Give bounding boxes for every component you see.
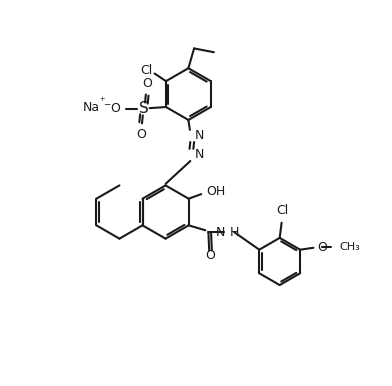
Text: Na: Na — [83, 101, 100, 114]
Text: O: O — [142, 77, 152, 90]
Text: O: O — [205, 249, 216, 262]
Text: S: S — [139, 102, 149, 117]
Text: H: H — [229, 226, 239, 239]
Text: N: N — [194, 149, 204, 161]
Text: OH: OH — [206, 185, 225, 198]
Text: O: O — [136, 127, 146, 141]
Text: N: N — [216, 226, 225, 239]
Text: N: N — [195, 129, 205, 142]
Text: Cl: Cl — [277, 204, 289, 217]
Text: $^{-}$O: $^{-}$O — [103, 102, 122, 115]
Text: CH₃: CH₃ — [340, 242, 360, 252]
Text: Cl: Cl — [140, 64, 152, 77]
Text: O: O — [317, 241, 327, 254]
Text: $^{+}$: $^{+}$ — [99, 96, 106, 106]
